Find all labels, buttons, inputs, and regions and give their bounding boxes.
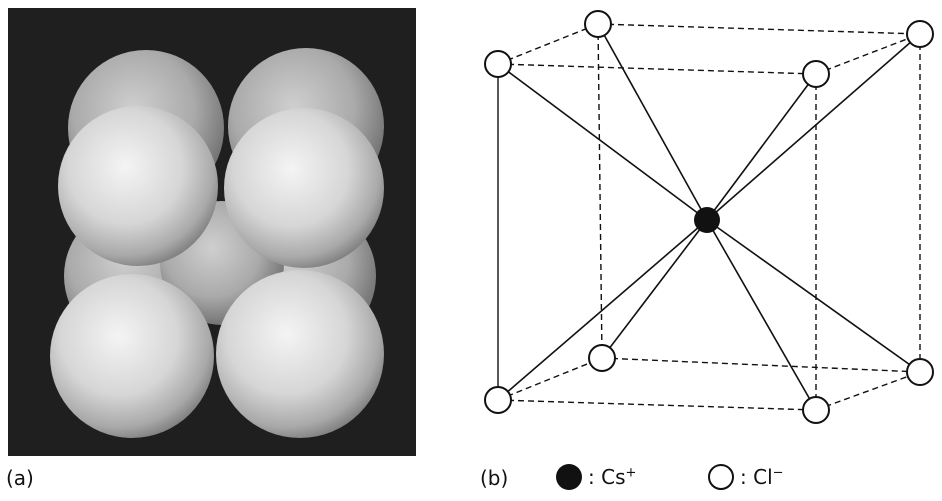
body-diagonals: [497, 23, 921, 411]
filled-circle-icon: [556, 464, 582, 490]
back-face-edges: [597, 23, 921, 373]
cl-ion-back-bottom-right: [906, 358, 934, 386]
front-sphere-bottom-left: [50, 274, 214, 438]
legend-cation-text: : Cs+: [588, 465, 637, 489]
cl-ion-front-bottom-right: [802, 396, 830, 424]
front-sphere-top-right: [224, 108, 384, 268]
cscl-unit-cell-diagram: [484, 10, 934, 424]
cl-ion-back-top-right: [906, 20, 934, 48]
front-sphere-bottom-right: [216, 270, 384, 438]
cl-ion-front-top-left: [484, 50, 512, 78]
cs-ion-center: [694, 207, 720, 233]
legend-anion: : Cl−: [708, 464, 784, 490]
cl-ion-back-bottom-left: [588, 344, 616, 372]
open-circle-icon: [708, 464, 734, 490]
cl-ion-front-bottom-left: [484, 386, 512, 414]
cl-ion-back-top-left: [584, 10, 612, 38]
front-sphere-top-left: [58, 106, 218, 266]
cl-ion-front-top-right: [802, 60, 830, 88]
front-face-edges: [497, 23, 921, 411]
legend-anion-text: : Cl−: [740, 465, 784, 489]
legend-cation: : Cs+: [556, 464, 636, 490]
sphere-packing-photo: [8, 8, 416, 456]
panel-b-label: (b): [480, 466, 509, 490]
panel-a-label: (a): [6, 466, 34, 490]
